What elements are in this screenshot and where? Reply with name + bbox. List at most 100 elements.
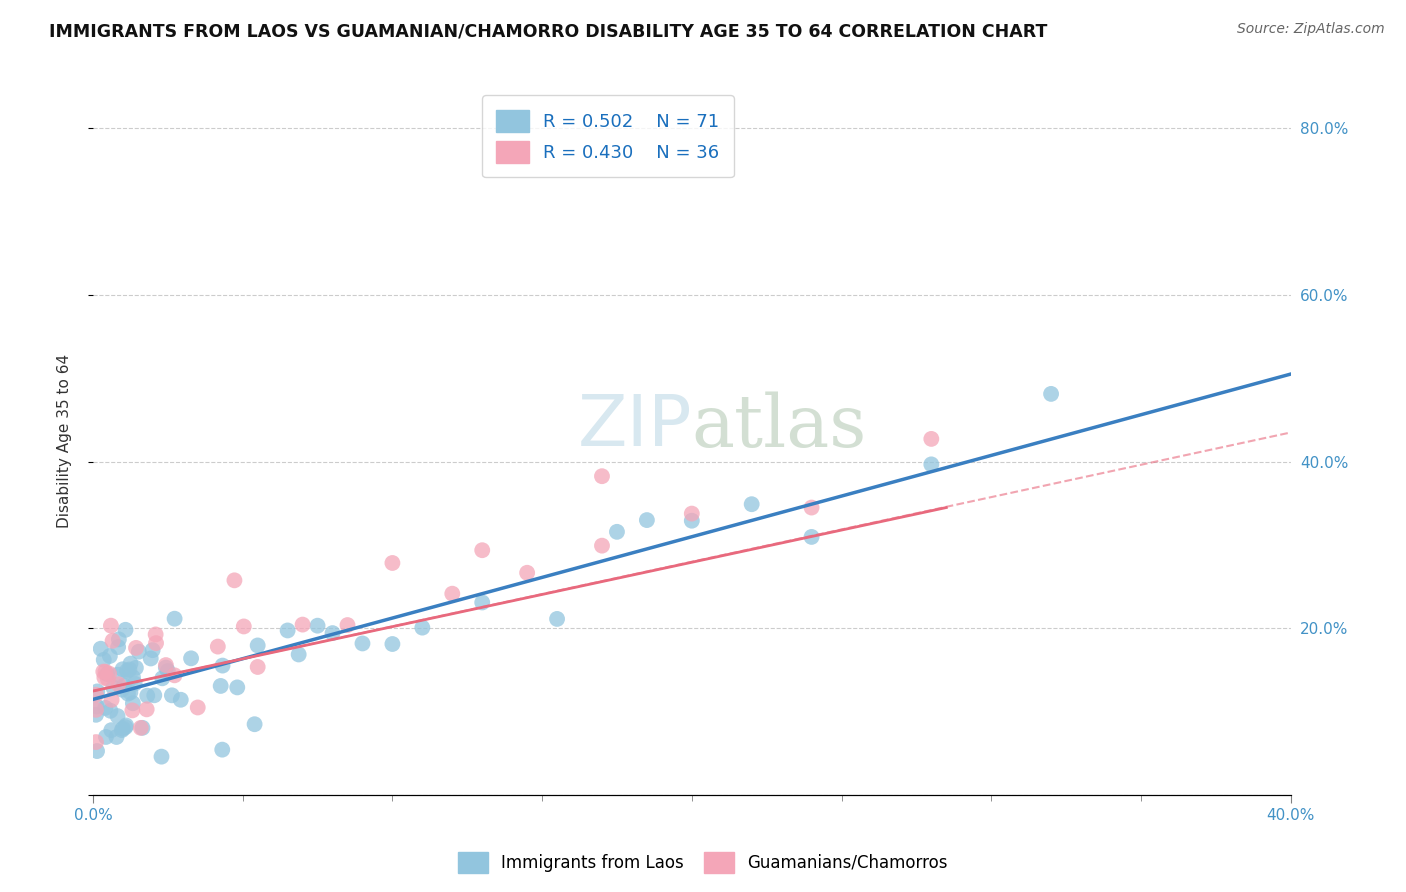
Text: Source: ZipAtlas.com: Source: ZipAtlas.com [1237, 22, 1385, 37]
Point [277, 624, 299, 638]
Point [381, 637, 404, 651]
Point [100, 693, 122, 707]
Point [114, 623, 136, 637]
Point [800, 500, 823, 515]
Point [114, 720, 136, 734]
Text: atlas: atlas [692, 392, 868, 462]
Point [243, 717, 266, 731]
Point [441, 587, 464, 601]
Point [143, 688, 166, 702]
Point [160, 689, 183, 703]
Point [100, 704, 122, 718]
Point [93, 671, 115, 685]
Point [124, 676, 146, 690]
Point [135, 702, 157, 716]
Point [111, 682, 134, 697]
Point [636, 513, 658, 527]
Point [741, 497, 763, 511]
Point [107, 640, 129, 654]
Point [107, 709, 129, 723]
Point [170, 692, 193, 706]
Point [163, 612, 186, 626]
Point [224, 574, 246, 588]
Text: ZIP: ZIP [578, 392, 692, 461]
Point [1040, 387, 1063, 401]
Point [117, 687, 139, 701]
Point [96, 667, 118, 681]
Point [91, 665, 114, 679]
Point [115, 664, 138, 678]
Point [100, 723, 122, 738]
Point [115, 718, 138, 732]
Text: IMMIGRANTS FROM LAOS VS GUAMANIAN/CHAMORRO DISABILITY AGE 35 TO 64 CORRELATION C: IMMIGRANTS FROM LAOS VS GUAMANIAN/CHAMOR… [49, 22, 1047, 40]
Point [352, 636, 374, 650]
Point [591, 469, 613, 483]
Point [131, 721, 153, 735]
Point [94, 665, 117, 679]
Point [246, 639, 269, 653]
Point [120, 685, 142, 699]
Point [155, 660, 177, 674]
Point [84, 707, 107, 722]
Point [112, 679, 135, 693]
Point [86, 699, 108, 714]
Point [84, 688, 107, 702]
Point [226, 681, 249, 695]
Point [516, 566, 538, 580]
Point [107, 667, 129, 681]
Point [90, 641, 112, 656]
Point [107, 677, 129, 691]
Point [471, 595, 494, 609]
Point [111, 662, 134, 676]
Point [93, 653, 115, 667]
Point [122, 670, 145, 684]
Point [125, 640, 148, 655]
Point [163, 668, 186, 682]
Point [591, 539, 613, 553]
Point [100, 618, 122, 632]
Point [287, 648, 309, 662]
Point [606, 524, 628, 539]
Point [246, 660, 269, 674]
Point [411, 621, 433, 635]
Point [86, 744, 108, 758]
Point [111, 722, 134, 736]
Point [156, 664, 179, 678]
Point [232, 619, 254, 633]
Point [150, 671, 173, 685]
Point [101, 633, 124, 648]
Point [121, 703, 143, 717]
Y-axis label: Disability Age 35 to 64: Disability Age 35 to 64 [58, 354, 72, 528]
Point [145, 636, 167, 650]
Point [94, 730, 117, 744]
Point [105, 730, 128, 744]
Point [546, 612, 568, 626]
Point [307, 618, 329, 632]
Legend: R = 0.502    N = 71, R = 0.430    N = 36: R = 0.502 N = 71, R = 0.430 N = 36 [482, 95, 734, 178]
Point [94, 701, 117, 715]
Point [86, 684, 108, 698]
Point [129, 721, 152, 735]
Point [103, 681, 125, 695]
Point [291, 617, 314, 632]
Point [155, 658, 177, 673]
Point [84, 735, 107, 749]
Point [211, 742, 233, 756]
Point [98, 666, 121, 681]
Point [471, 543, 494, 558]
Point [125, 661, 148, 675]
Point [681, 507, 703, 521]
Point [97, 672, 120, 686]
Point [84, 703, 107, 717]
Point [150, 749, 173, 764]
Point [187, 700, 209, 714]
Point [136, 689, 159, 703]
Point [800, 530, 823, 544]
Point [336, 618, 359, 632]
Point [681, 514, 703, 528]
Point [139, 651, 162, 665]
Point [122, 696, 145, 710]
Point [920, 458, 942, 472]
Point [145, 627, 167, 641]
Point [209, 679, 232, 693]
